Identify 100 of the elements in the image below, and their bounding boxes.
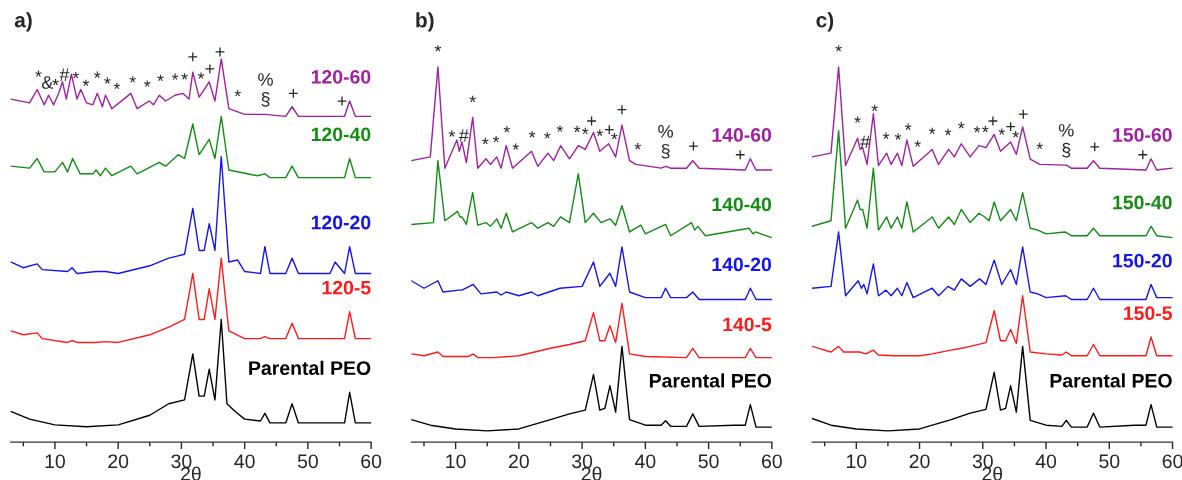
annotation: * — [94, 71, 101, 78]
annotation: + — [288, 88, 298, 98]
annotation: * — [82, 79, 90, 86]
x-tick-label: 10 — [45, 454, 65, 469]
series-label: 120-60 — [311, 69, 371, 84]
annotation: * — [171, 73, 179, 80]
x-tick-label: 50 — [698, 454, 719, 469]
annotation: + — [188, 52, 198, 62]
annotation: + — [988, 116, 998, 126]
annotation: § — [1062, 142, 1071, 158]
annotation: + — [689, 141, 698, 151]
annotation: + — [215, 47, 225, 57]
annotation: * — [52, 78, 59, 86]
annotation: * — [1036, 142, 1043, 150]
series-label: 140-60 — [712, 128, 772, 142]
series-label: 150-40 — [1113, 195, 1172, 210]
annotation: * — [448, 130, 456, 137]
annotation: % — [1058, 123, 1074, 137]
annotation: § — [261, 92, 270, 107]
annotation: * — [634, 143, 641, 150]
annotation: § — [661, 143, 670, 159]
annotation: * — [854, 116, 861, 123]
annotation: * — [982, 125, 989, 133]
annotation: * — [544, 132, 551, 139]
annotation: * — [871, 104, 878, 112]
annotation: * — [434, 45, 442, 52]
x-tick-label: 60 — [361, 454, 382, 469]
annotation: * — [503, 126, 511, 133]
annotation: * — [894, 133, 902, 140]
annotation: * — [835, 45, 842, 52]
x-tick-label: 40 — [1035, 454, 1057, 469]
x-tick-label: 60 — [762, 454, 782, 469]
x-tick-label: 60 — [1162, 454, 1182, 469]
annotation: + — [337, 96, 347, 106]
annotation: % — [258, 73, 273, 86]
annotation: * — [573, 125, 581, 133]
annotation: * — [129, 76, 136, 83]
annotation: * — [234, 90, 241, 97]
annotation: % — [658, 125, 673, 138]
annotation: * — [197, 72, 205, 79]
series-label: 150-20 — [1113, 253, 1172, 268]
annotation: * — [104, 77, 111, 84]
annotation: * — [157, 74, 164, 82]
annotation: # — [59, 68, 70, 81]
x-tick-label: 40 — [634, 454, 656, 469]
annotation: * — [973, 126, 981, 133]
x-tick-label: 10 — [846, 454, 867, 469]
annotation: * — [113, 82, 121, 90]
annotation: + — [604, 125, 614, 135]
annotation: * — [611, 132, 618, 140]
annotation: + — [587, 116, 596, 126]
annotation: * — [1012, 131, 1019, 138]
annotation: # — [860, 135, 871, 148]
annotation: # — [458, 129, 469, 142]
annotation: * — [181, 73, 188, 80]
annotation: + — [1138, 150, 1148, 160]
x-tick-label: 50 — [1099, 454, 1120, 469]
chart-title: c) — [816, 12, 834, 32]
annotation: * — [958, 122, 965, 129]
x-tick-label: 20 — [909, 454, 930, 469]
annotation: * — [944, 128, 952, 136]
annotation: + — [1090, 142, 1100, 152]
annotation: * — [928, 127, 936, 135]
series-label: 120-20 — [311, 215, 371, 230]
annotation: + — [1006, 122, 1016, 132]
series-label: 150-60 — [1113, 128, 1172, 142]
annotation: & — [41, 76, 54, 89]
annotation: * — [556, 125, 564, 132]
annotation: + — [1018, 109, 1028, 119]
annotation: * — [904, 123, 912, 130]
annotation: * — [469, 95, 476, 103]
chart-title: a) — [14, 12, 32, 32]
x-tick-label: 10 — [446, 454, 466, 469]
annotation: * — [596, 129, 604, 136]
series-label: 120-5 — [322, 280, 371, 295]
series-label: Parental PEO — [649, 373, 772, 388]
annotation: * — [914, 140, 921, 147]
series-label: 150-5 — [1124, 306, 1173, 321]
annotation: + — [205, 64, 215, 74]
x-tick-label: 20 — [108, 454, 129, 469]
annotation: + — [735, 150, 745, 160]
annotation: * — [492, 135, 500, 143]
series-label: 140-5 — [723, 317, 772, 332]
annotation: + — [617, 105, 627, 115]
annotation: * — [35, 70, 42, 77]
x-tick-label: 50 — [297, 454, 318, 469]
series-label: Parental PEO — [1050, 373, 1172, 388]
annotation: * — [882, 132, 890, 139]
annotation: * — [582, 127, 589, 135]
series-label: 140-20 — [712, 257, 772, 272]
x-tick-label: 40 — [234, 454, 255, 469]
chart-title: b) — [416, 12, 434, 32]
series-label: 140-40 — [712, 197, 772, 212]
series-label: 120-40 — [311, 127, 371, 142]
annotation: * — [528, 131, 536, 138]
annotation: * — [998, 128, 1006, 135]
annotation: * — [512, 143, 519, 150]
annotation: * — [144, 80, 151, 87]
annotation: * — [72, 72, 80, 79]
annotation: * — [482, 137, 489, 145]
